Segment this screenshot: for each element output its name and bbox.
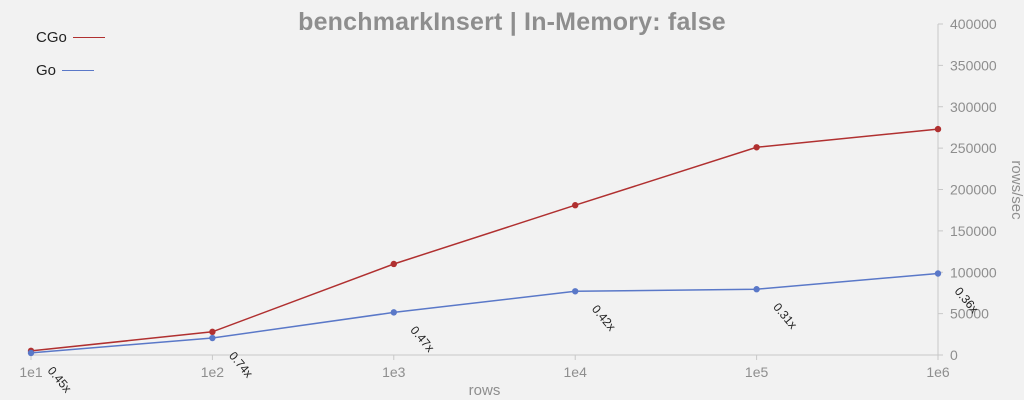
x-tick-label: 1e3 [382,364,406,380]
legend-swatch-cgo [72,36,105,38]
x-tick-label: 1e1 [19,364,43,380]
chart-legend: CGo Go [36,26,105,92]
y-tick-label: 0 [950,347,958,363]
chart-title: benchmarkInsert | In-Memory: false [298,8,726,36]
y-tick-label: 50000 [950,306,989,322]
y-tick-label: 400000 [950,16,997,32]
y-tick-label: 350000 [950,57,997,73]
y-tick-label: 150000 [950,223,997,239]
y-tick-label: 100000 [950,264,997,280]
data-point-go [390,309,397,316]
legend-item-go[interactable]: Go [36,59,105,81]
y-axis-title: rows/sec [1008,160,1024,220]
x-tick-label: 1e5 [745,364,769,380]
data-point-cgo [572,202,579,209]
x-tick-label: 1e2 [201,364,225,380]
data-point-go [27,349,35,357]
x-tick-label: 1e6 [926,364,950,380]
ratio-annotation: 0.74x [226,349,256,380]
data-point-cgo [209,328,216,336]
legend-label-cgo: CGo [36,28,67,46]
y-tick-label: 250000 [950,140,997,156]
ratio-annotation: 0.42x [589,302,619,333]
data-point-cgo [390,260,397,268]
series-line-cgo [30,128,939,352]
data-point-cgo [753,144,760,151]
data-point-go [572,288,579,295]
x-tick-label: 1e4 [564,364,588,380]
legend-swatch-go [62,69,95,71]
legend-item-cgo[interactable]: CGo [36,26,105,48]
data-point-go [934,270,942,277]
y-tick-label: 200000 [950,182,997,198]
data-point-go [753,286,760,293]
x-axis-title: rows [469,382,501,399]
ratio-annotation: 0.45x [45,364,75,395]
series-line-go [30,272,939,354]
legend-label-go: Go [36,61,57,79]
data-point-go [209,334,216,342]
ratio-annotation: 0.31x [770,300,800,331]
y-tick-label: 300000 [950,99,997,115]
data-point-cgo [934,125,942,133]
ratio-annotation: 0.47x [408,323,438,354]
